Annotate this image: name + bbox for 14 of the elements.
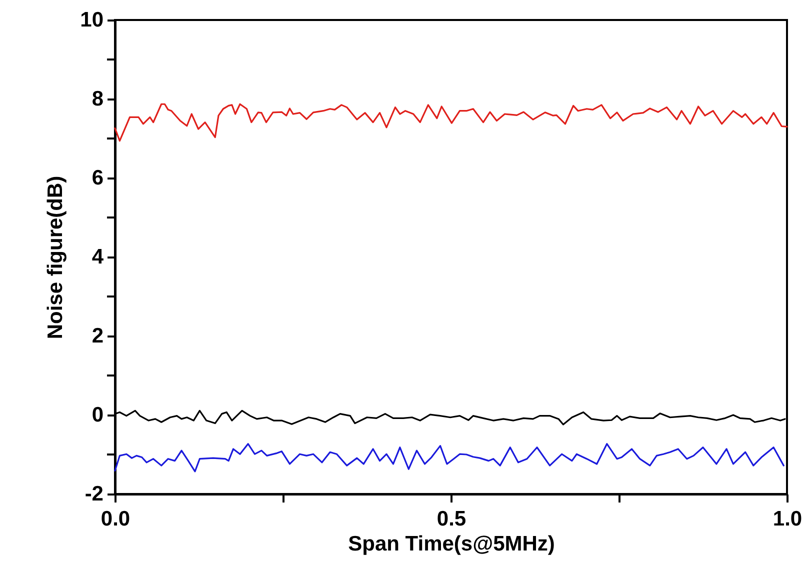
y-axis-title: Noise figure(dB) xyxy=(44,176,68,340)
line-series xyxy=(114,443,784,472)
y-tick-label: 10 xyxy=(80,8,104,32)
x-axis-title: Span Time(s@5MHz) xyxy=(348,532,555,556)
y-tick-label: 8 xyxy=(92,88,104,110)
y-tick-label: 6 xyxy=(92,166,104,190)
line-series xyxy=(114,103,788,142)
y-tick-label: -2 xyxy=(84,482,104,506)
y-tick-label: 2 xyxy=(92,324,104,348)
x-tick-label: 1.0 xyxy=(772,508,802,530)
x-tick-label: 0.0 xyxy=(100,508,130,530)
x-tick-label: 0.5 xyxy=(436,508,466,530)
y-tick-label: 4 xyxy=(92,246,104,268)
y-tick-label: 0 xyxy=(92,404,104,426)
